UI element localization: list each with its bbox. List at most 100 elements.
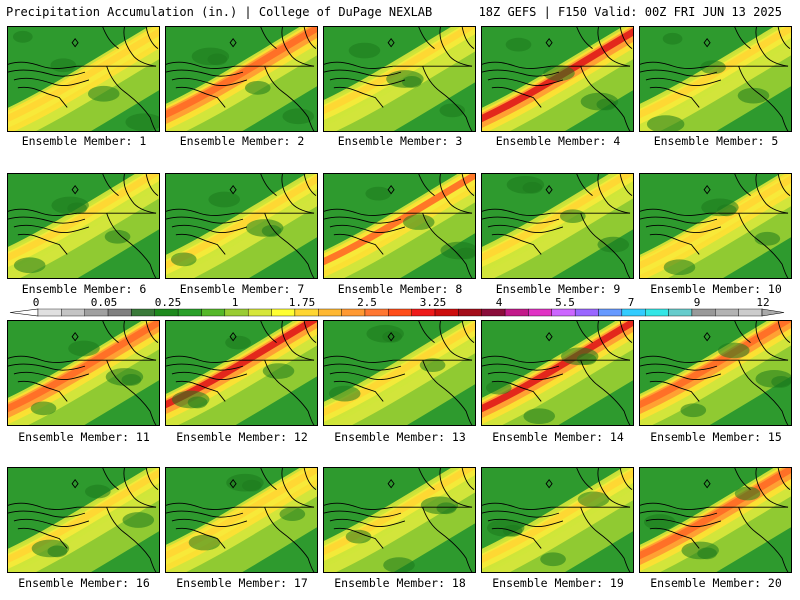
map-boundary-line	[422, 66, 473, 131]
precip-patch	[420, 496, 459, 515]
map-boundary-line	[640, 216, 718, 224]
map-boundary-line	[640, 363, 718, 371]
map-boundary-line	[580, 66, 631, 131]
colorbar-swatch	[318, 308, 342, 317]
map-outlines	[166, 174, 317, 278]
map-boundary-line	[755, 321, 789, 361]
precip-patch	[737, 87, 770, 104]
precip-patch	[226, 473, 264, 492]
ensemble-member-label: Ensemble Member: 20	[650, 576, 782, 590]
precip-band	[324, 321, 475, 417]
precip-patch	[122, 512, 155, 528]
map-boundary-line	[205, 240, 226, 255]
map-boundary-line	[619, 321, 633, 343]
ensemble-member-label: Ensemble Member: 4	[495, 134, 621, 148]
map-boundary-line	[47, 534, 68, 549]
map-boundary-line	[171, 371, 248, 380]
map-boundary-line	[303, 321, 317, 343]
colorbar-tick-label: 1	[231, 296, 239, 309]
map-boundary-line	[13, 224, 90, 233]
map-boundary-line	[755, 468, 789, 508]
ensemble-member-label: Ensemble Member: 14	[492, 430, 624, 444]
map-boundary-line	[521, 240, 542, 255]
map-boundary-line	[8, 502, 78, 510]
precip-patch	[348, 42, 381, 59]
precip-band	[324, 36, 475, 131]
map-boundary-line	[418, 321, 435, 343]
ensemble-member-map	[481, 173, 634, 279]
map-boundary-line	[8, 216, 86, 224]
ensemble-member-map	[323, 467, 476, 573]
map-boundary-line	[461, 468, 475, 490]
colorbar-swatch	[247, 308, 272, 317]
map-boundary-line	[487, 77, 564, 86]
precip-band	[324, 187, 475, 278]
ensemble-member-map	[165, 320, 318, 426]
map-boundary-line	[422, 360, 473, 425]
map-boundary-line	[363, 387, 384, 402]
map-boundary-line	[439, 321, 473, 361]
ensemble-member-label: Ensemble Member: 18	[334, 576, 466, 590]
map-boundary-line	[333, 527, 364, 536]
precip-patch	[51, 196, 89, 215]
map-boundary-line	[645, 371, 722, 380]
ensemble-member-label: Ensemble Member: 7	[179, 282, 305, 296]
map-boundary-line	[418, 27, 435, 49]
precip-patch	[701, 198, 739, 217]
map-boundary-line	[123, 174, 157, 214]
map-boundary-line	[102, 321, 119, 343]
map-outlines	[166, 27, 317, 131]
map-outlines	[324, 174, 475, 278]
map-boundary-line	[13, 371, 90, 380]
map-boundary-line	[738, 507, 789, 572]
precip-patch	[577, 491, 610, 508]
colorbar-tick-label: 12	[756, 296, 770, 309]
colorbar-tick-label: 2.5	[357, 296, 377, 309]
map-boundary-line	[645, 224, 722, 233]
map-boundary-line	[145, 468, 159, 490]
map-boundary-line	[734, 27, 751, 49]
map-boundary-line	[482, 355, 552, 363]
map-outlines	[482, 27, 633, 131]
map-boundary-line	[166, 510, 244, 518]
colorbar-swatch	[411, 308, 436, 317]
colorbar-tick-label: 0.25	[154, 296, 182, 309]
map-boundary-line	[619, 27, 633, 49]
ensemble-member-map	[7, 467, 160, 573]
map-boundary-line	[576, 27, 593, 49]
precip-patch	[383, 557, 415, 572]
precip-band	[482, 321, 633, 413]
precip-patch	[543, 65, 575, 81]
map-boundary-line	[640, 61, 710, 69]
ensemble-member-map	[7, 173, 160, 279]
colorbar-swatch	[738, 308, 763, 317]
colorbar-swatch	[271, 308, 296, 317]
precip-patch	[208, 191, 241, 208]
map-outlines	[166, 468, 317, 572]
colorbar-swatch	[388, 308, 412, 317]
map-boundary-line	[679, 240, 700, 255]
map-boundary-line	[482, 363, 560, 371]
map-boundary-line	[363, 93, 384, 108]
map-boundary-line	[171, 224, 248, 233]
map-boundary-line	[145, 27, 159, 49]
precip-patch	[345, 529, 372, 544]
ensemble-member-label: Ensemble Member: 9	[495, 282, 621, 296]
colorbar-swatch	[621, 308, 646, 317]
map-boundary-line	[281, 321, 315, 361]
map-boundary-line	[521, 387, 542, 402]
precip-band	[8, 321, 159, 413]
colorbar-swatch	[645, 308, 669, 317]
map-marker	[229, 332, 237, 342]
map-boundary-line	[491, 527, 522, 536]
precip-patch	[191, 47, 230, 66]
colorbar-swatch	[341, 308, 366, 317]
map-boundary-line	[329, 224, 406, 233]
map-outlines	[324, 468, 475, 572]
map-boundary-line	[8, 355, 78, 363]
colorbar-tick-label: 9	[693, 296, 701, 309]
precip-patch	[505, 37, 532, 52]
map-boundary-line	[491, 86, 522, 95]
ensemble-member-map	[7, 320, 160, 426]
model-run-info: 18Z GEFS | F150 Valid: 00Z FRI JUN 13 20…	[478, 5, 782, 19]
